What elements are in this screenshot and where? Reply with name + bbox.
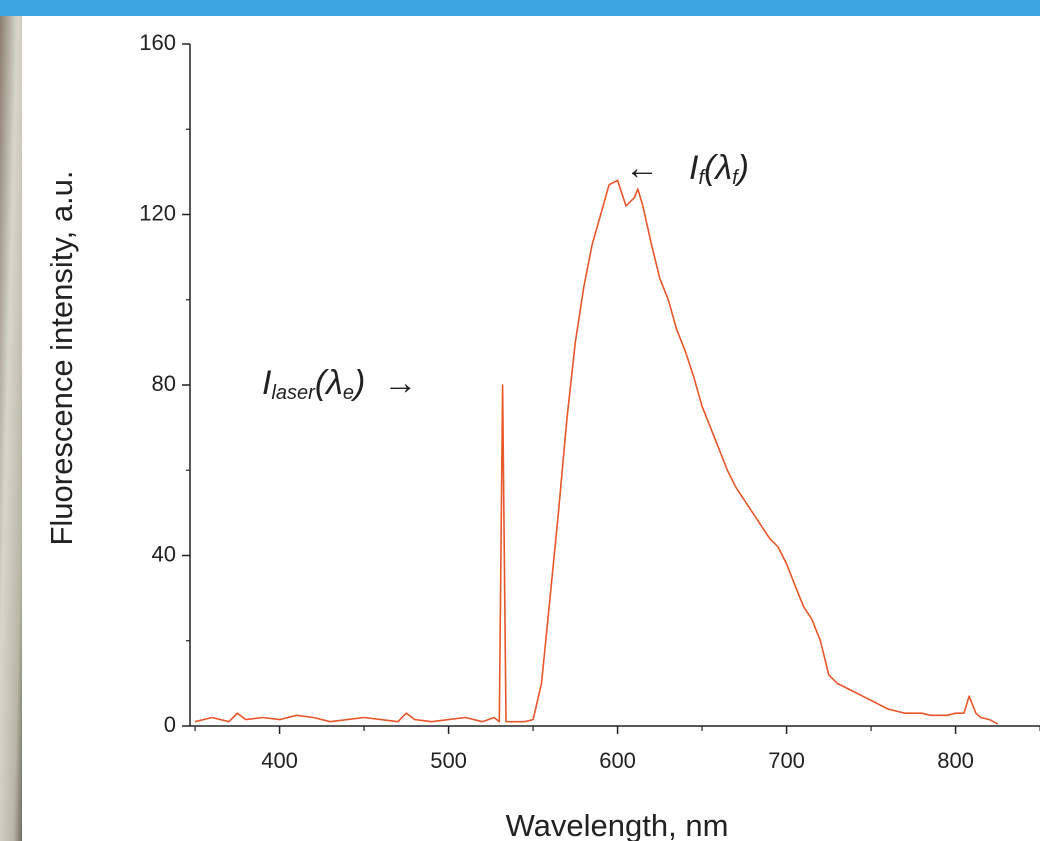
y-tick-label: 120 [139, 200, 176, 225]
annotation-text: (λ [315, 364, 343, 402]
y-axis-title: Fluorescence intensity, a.u. [44, 170, 79, 545]
annotation-subscript: f [732, 167, 740, 189]
spectrum-line [194, 179, 999, 725]
annotation-text: ) [734, 149, 749, 187]
annotation-arrow: → [383, 364, 417, 402]
annotation-arrow: ← [625, 149, 659, 187]
x-tick-label: 600 [599, 748, 636, 773]
top-band [0, 0, 1040, 16]
annotation-text: (λ [704, 149, 732, 187]
y-tick-label: 80 [152, 371, 176, 396]
annotation-text: I [689, 149, 699, 187]
x-tick-label: 500 [430, 748, 467, 773]
annotation-text: I [262, 364, 272, 402]
y-tick-label: 160 [139, 30, 176, 55]
x-axis-title: Wavelength, nm [506, 808, 729, 841]
annotation: ← If(λf) [625, 149, 749, 189]
side-photo [0, 16, 22, 841]
x-tick-label: 700 [768, 748, 805, 773]
annotation-text: ) [350, 364, 365, 402]
annotation-subscript: e [343, 382, 354, 404]
x-tick-label: 800 [937, 748, 974, 773]
annotation-subscript: laser [271, 382, 316, 404]
y-tick-label: 0 [164, 712, 176, 737]
y-tick-label: 40 [152, 541, 176, 566]
annotation: Ilaser(λe) → [262, 364, 417, 404]
x-tick-label: 400 [261, 748, 298, 773]
annotation-subscript: f [698, 167, 706, 189]
